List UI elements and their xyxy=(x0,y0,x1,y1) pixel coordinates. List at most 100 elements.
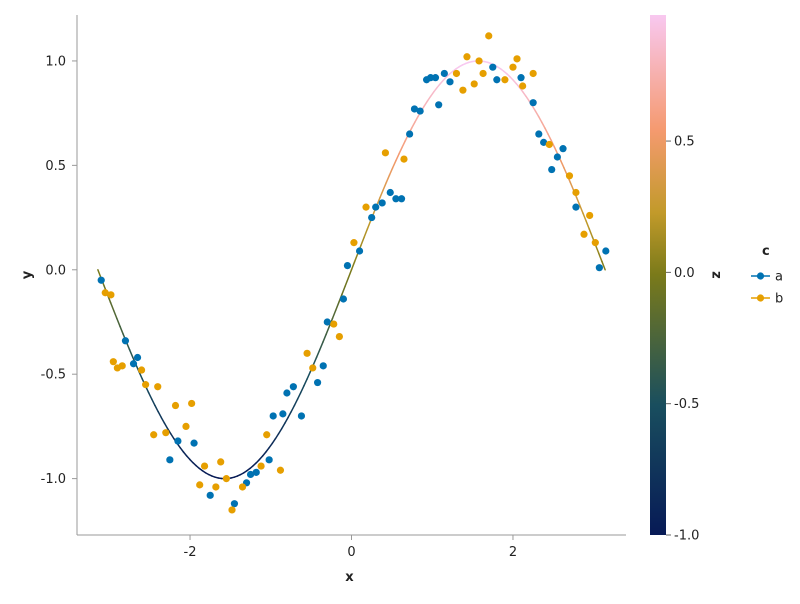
curve-segment xyxy=(570,182,573,190)
data-point-b xyxy=(382,149,389,156)
colorbar-tick-label: -1.0 xyxy=(674,529,699,544)
curve-segment xyxy=(348,270,351,278)
curve-segment xyxy=(266,448,269,452)
curve-segment xyxy=(535,111,538,116)
data-point-b xyxy=(459,87,466,94)
data-point-b xyxy=(592,239,599,246)
legend-label: b xyxy=(775,292,783,307)
legend-marker xyxy=(757,294,764,301)
colorbar-title: z xyxy=(709,271,724,279)
data-point-a xyxy=(559,145,566,152)
data-point-a xyxy=(517,74,524,81)
sine-curve xyxy=(98,61,605,479)
data-point-a xyxy=(548,166,555,173)
curve-segment xyxy=(158,412,161,418)
data-point-a xyxy=(535,130,542,137)
data-point-a xyxy=(493,76,500,83)
curve-segment xyxy=(523,92,526,96)
curve-segment xyxy=(279,429,282,434)
data-point-b xyxy=(530,70,537,77)
curve-segment xyxy=(424,101,427,106)
data-point-b xyxy=(201,462,208,469)
curve-segment xyxy=(390,168,393,175)
data-point-b xyxy=(277,467,284,474)
data-point-a xyxy=(134,354,141,361)
data-point-a xyxy=(379,199,386,206)
data-point-a xyxy=(298,412,305,419)
data-point-a xyxy=(572,204,579,211)
curve-segment xyxy=(307,372,310,379)
data-point-a xyxy=(324,318,331,325)
data-point-b xyxy=(580,231,587,238)
legend-item-a: a xyxy=(751,270,783,285)
data-point-a xyxy=(231,500,238,507)
data-point-a xyxy=(356,247,363,254)
curve-segment xyxy=(291,405,294,411)
data-point-b xyxy=(107,291,114,298)
curve-segment xyxy=(383,182,386,190)
curve-segment xyxy=(114,311,117,319)
data-point-a xyxy=(441,70,448,77)
data-point-a xyxy=(344,262,351,269)
data-point-a xyxy=(290,383,297,390)
curve-segment xyxy=(561,161,564,168)
legend-item-b: b xyxy=(751,292,783,307)
data-point-b xyxy=(142,381,149,388)
data-point-a xyxy=(283,389,290,396)
curve-segment xyxy=(542,122,545,128)
curve-segment xyxy=(526,96,529,101)
curve-segment xyxy=(180,448,183,452)
y-tick-label: -0.5 xyxy=(41,368,66,383)
curve-segment xyxy=(298,393,301,400)
data-point-a xyxy=(314,379,321,386)
curve-segment xyxy=(117,319,120,327)
data-point-a xyxy=(368,214,375,221)
curve-segment xyxy=(272,439,275,444)
curve-segment xyxy=(532,106,535,111)
data-point-a xyxy=(253,469,260,476)
legend-title: c xyxy=(762,244,770,259)
curve-segment xyxy=(285,417,288,423)
data-point-a xyxy=(387,189,394,196)
colorbar-gradient xyxy=(650,15,666,535)
curve-segment xyxy=(431,92,434,96)
curve-segment xyxy=(345,278,348,286)
x-axis-title: x xyxy=(345,570,354,585)
curve-segment xyxy=(428,96,431,101)
data-point-a xyxy=(122,337,129,344)
legend-marker xyxy=(757,272,764,279)
data-point-b xyxy=(572,189,579,196)
data-point-a xyxy=(266,456,273,463)
data-point-b xyxy=(546,141,553,148)
y-tick-label: -1.0 xyxy=(41,472,66,487)
data-point-b xyxy=(330,320,337,327)
curve-segment xyxy=(282,423,285,428)
data-point-b xyxy=(485,32,492,39)
curve-segment xyxy=(545,128,548,134)
data-point-b xyxy=(362,204,369,211)
x-tick-label: 0 xyxy=(347,545,355,560)
data-point-b xyxy=(263,431,270,438)
data-point-b xyxy=(110,358,117,365)
colorbar-tick-label: 0.0 xyxy=(674,266,695,281)
curve-segment xyxy=(326,326,329,334)
data-point-a xyxy=(406,130,413,137)
data-point-a xyxy=(530,99,537,106)
data-point-b xyxy=(453,70,460,77)
data-point-a xyxy=(190,440,197,447)
curve-segment xyxy=(294,399,297,405)
data-point-b xyxy=(509,64,516,71)
data-point-b xyxy=(182,423,189,430)
data-point-b xyxy=(519,82,526,89)
data-point-a xyxy=(207,492,214,499)
data-point-b xyxy=(119,362,126,369)
curve-segment xyxy=(288,412,291,418)
curve-segment xyxy=(599,253,602,261)
data-point-a xyxy=(602,247,609,254)
curve-segment xyxy=(399,147,402,154)
curve-segment xyxy=(364,229,367,237)
data-point-b xyxy=(586,212,593,219)
data-point-a xyxy=(398,195,405,202)
